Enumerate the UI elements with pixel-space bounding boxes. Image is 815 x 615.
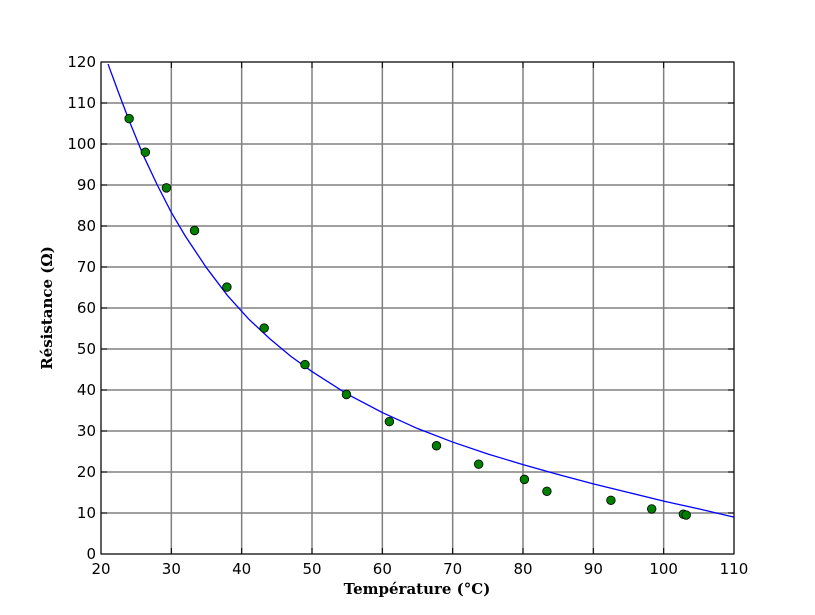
- data-point: [473, 459, 484, 469]
- data-point: [542, 486, 552, 496]
- plot-frame: [100, 61, 735, 555]
- y-tick-label: 70: [77, 258, 96, 276]
- data-point: [189, 225, 200, 236]
- data-point: [606, 495, 616, 505]
- y-tick-label: 40: [77, 381, 96, 399]
- x-tick-label: 30: [162, 560, 181, 578]
- y-tick-label: 90: [77, 176, 96, 194]
- data-point: [519, 474, 530, 485]
- x-tick-label: 70: [443, 560, 462, 578]
- data-point: [647, 504, 657, 514]
- y-tick-label: 60: [77, 299, 96, 317]
- x-tick-label: 60: [373, 560, 392, 578]
- y-tick-label: 20: [77, 463, 96, 481]
- x-tick-label: 80: [513, 560, 532, 578]
- x-tick-label: 20: [91, 560, 110, 578]
- data-point: [681, 510, 691, 520]
- data-point: [124, 113, 134, 124]
- y-axis-label: Résistance (Ω): [38, 246, 56, 370]
- fit-curve: [107, 63, 735, 518]
- data-point: [140, 147, 151, 157]
- grid: [100, 61, 735, 555]
- x-tick-label: 40: [232, 560, 251, 578]
- fit-line-layer: [107, 63, 735, 518]
- x-tick-label: 50: [302, 560, 321, 578]
- x-axis-label: Température (°C): [344, 580, 491, 598]
- y-tick-label: 30: [77, 422, 96, 440]
- x-tick-label: 100: [649, 560, 678, 578]
- data-point: [384, 416, 395, 427]
- data-point: [222, 282, 232, 292]
- y-tick-label: 100: [67, 135, 96, 153]
- x-tick-label: 90: [584, 560, 603, 578]
- y-tick-label: 0: [86, 545, 96, 563]
- data-point: [259, 323, 269, 333]
- tick-labels: 20 30 40 50 60 70 80 90 100 110 0 10 20 30 40 50 60 70 80 9…: [67, 53, 748, 578]
- y-tick-label: 50: [77, 340, 96, 358]
- data-points: [124, 113, 691, 520]
- y-tick-label: 110: [67, 94, 96, 112]
- data-point: [341, 389, 352, 400]
- data-point: [161, 183, 172, 193]
- y-tick-label: 80: [77, 217, 96, 235]
- x-tick-label: 110: [720, 560, 749, 578]
- data-point: [300, 359, 310, 370]
- data-point: [431, 441, 442, 451]
- y-tick-label: 10: [77, 504, 96, 522]
- y-tick-label: 120: [67, 53, 96, 71]
